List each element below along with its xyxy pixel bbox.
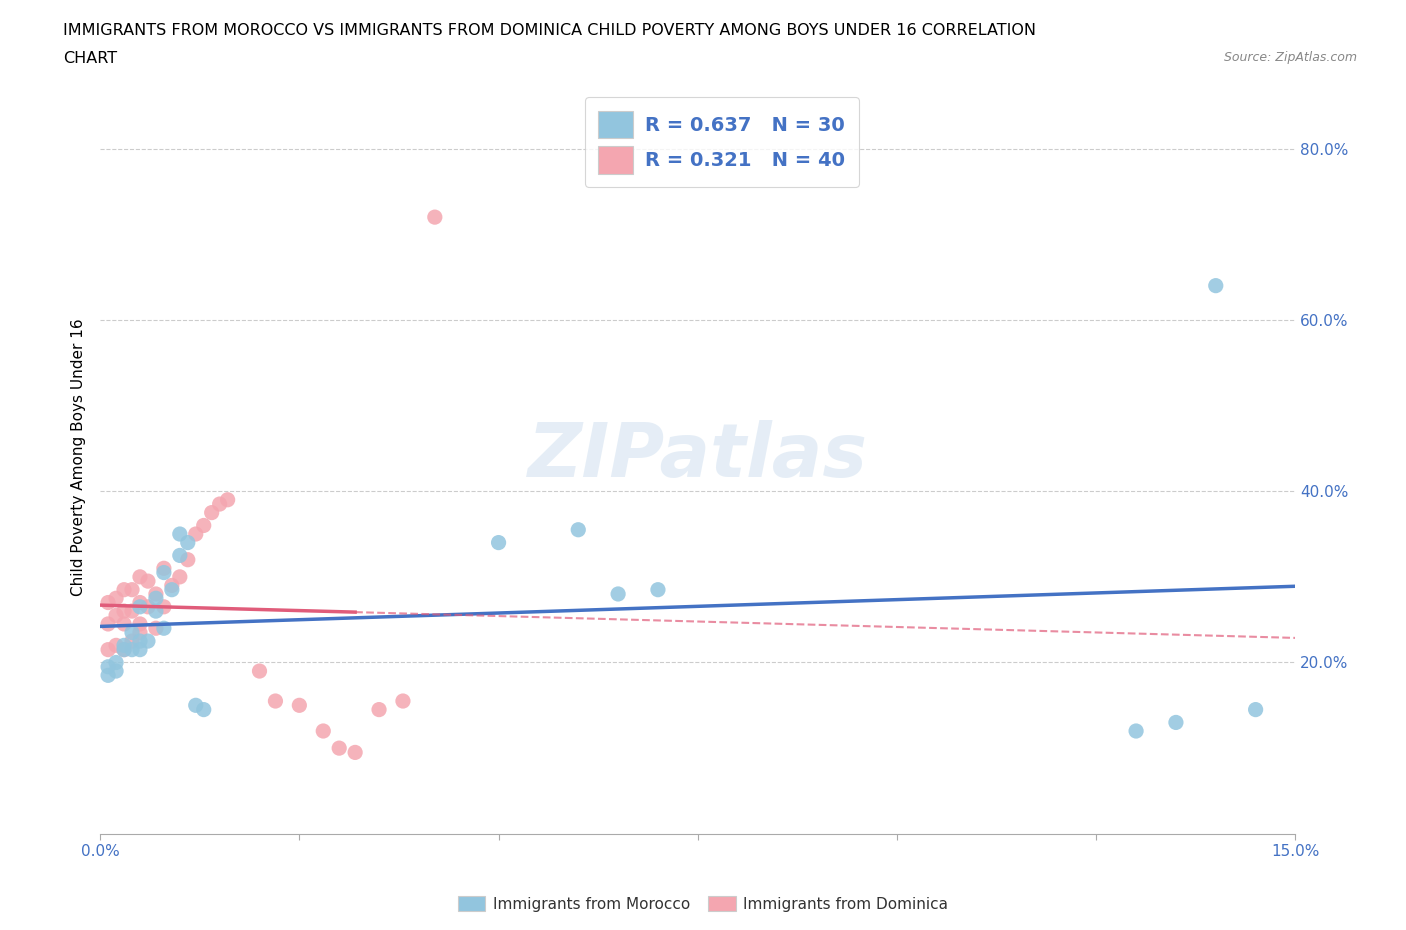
Text: ZIPatlas: ZIPatlas xyxy=(527,420,868,494)
Point xyxy=(136,574,159,589)
Point xyxy=(1125,724,1147,738)
Legend: Immigrants from Morocco, Immigrants from Dominica: Immigrants from Morocco, Immigrants from… xyxy=(451,889,955,918)
Point xyxy=(129,595,152,610)
Point xyxy=(607,587,630,602)
Point xyxy=(105,608,128,623)
Point xyxy=(1244,702,1267,717)
Point xyxy=(136,633,159,648)
Point xyxy=(169,548,191,563)
Point xyxy=(129,625,152,640)
Point xyxy=(169,526,191,541)
Point xyxy=(153,565,176,580)
Point xyxy=(121,643,143,658)
Point xyxy=(328,740,350,755)
Point xyxy=(193,702,215,717)
Point xyxy=(567,523,589,538)
Point xyxy=(97,595,120,610)
Point xyxy=(208,497,231,512)
Point xyxy=(153,621,176,636)
Point xyxy=(97,659,120,674)
Text: Source: ZipAtlas.com: Source: ZipAtlas.com xyxy=(1223,51,1357,64)
Point xyxy=(344,745,367,760)
Point xyxy=(112,638,135,653)
Point xyxy=(160,578,183,592)
Point xyxy=(184,698,207,712)
Point xyxy=(201,505,224,520)
Point xyxy=(136,599,159,614)
Legend: R = 0.637   N = 30, R = 0.321   N = 40: R = 0.637 N = 30, R = 0.321 N = 40 xyxy=(585,98,859,187)
Point xyxy=(105,655,128,670)
Point xyxy=(177,552,200,567)
Point xyxy=(145,591,167,605)
Point xyxy=(112,617,135,631)
Y-axis label: Child Poverty Among Boys Under 16: Child Poverty Among Boys Under 16 xyxy=(72,318,86,596)
Point xyxy=(217,492,239,507)
Point xyxy=(129,643,152,658)
Point xyxy=(145,604,167,618)
Point xyxy=(105,664,128,679)
Point xyxy=(423,209,446,224)
Point xyxy=(153,561,176,576)
Point xyxy=(129,569,152,584)
Point xyxy=(153,599,176,614)
Point xyxy=(121,633,143,648)
Point xyxy=(1164,715,1187,730)
Point xyxy=(121,625,143,640)
Point xyxy=(121,604,143,618)
Point xyxy=(264,694,287,709)
Point xyxy=(97,643,120,658)
Point xyxy=(105,591,128,605)
Point xyxy=(112,582,135,597)
Point xyxy=(184,526,207,541)
Point xyxy=(312,724,335,738)
Point xyxy=(129,599,152,614)
Point xyxy=(160,582,183,597)
Point xyxy=(145,621,167,636)
Point xyxy=(169,569,191,584)
Text: IMMIGRANTS FROM MOROCCO VS IMMIGRANTS FROM DOMINICA CHILD POVERTY AMONG BOYS UND: IMMIGRANTS FROM MOROCCO VS IMMIGRANTS FR… xyxy=(63,23,1036,38)
Point xyxy=(193,518,215,533)
Point xyxy=(288,698,311,712)
Point xyxy=(368,702,391,717)
Point xyxy=(647,582,669,597)
Point xyxy=(1205,278,1227,293)
Point xyxy=(112,604,135,618)
Point xyxy=(145,587,167,602)
Point xyxy=(97,668,120,683)
Point xyxy=(177,535,200,550)
Point xyxy=(112,643,135,658)
Point xyxy=(488,535,510,550)
Point xyxy=(105,638,128,653)
Point xyxy=(129,633,152,648)
Point xyxy=(129,617,152,631)
Point xyxy=(97,617,120,631)
Point xyxy=(121,582,143,597)
Point xyxy=(112,643,135,658)
Point xyxy=(392,694,415,709)
Point xyxy=(249,664,271,679)
Text: CHART: CHART xyxy=(63,51,117,66)
